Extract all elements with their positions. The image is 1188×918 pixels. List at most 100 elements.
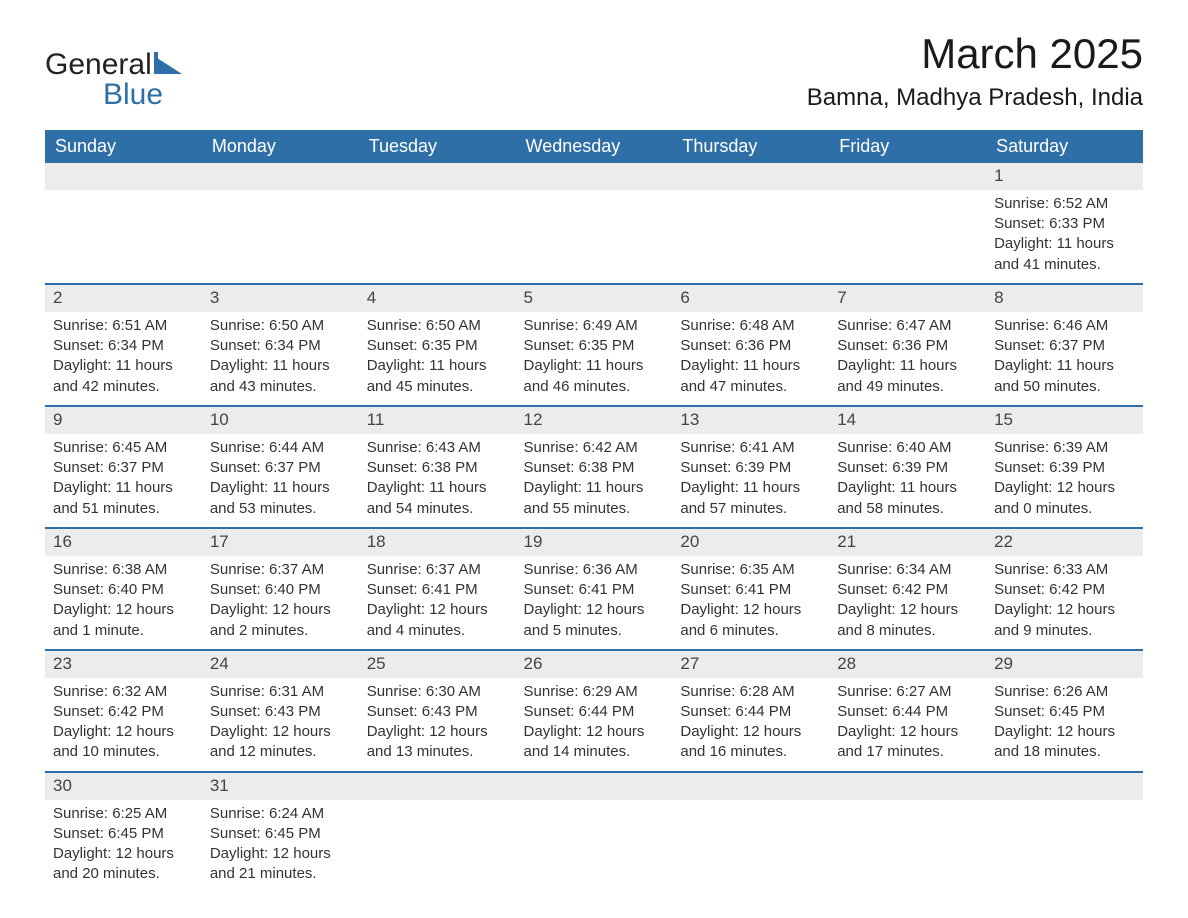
sunrise-text: Sunrise: 6:31 AM: [210, 682, 351, 702]
day-number-cell: [672, 163, 829, 190]
day-header: Thursday: [672, 130, 829, 163]
daylight-text-2: and 45 minutes.: [367, 377, 508, 397]
sunrise-text: Sunrise: 6:46 AM: [994, 316, 1135, 336]
daylight-text-2: and 8 minutes.: [837, 621, 978, 641]
day-header-row: Sunday Monday Tuesday Wednesday Thursday…: [45, 130, 1143, 163]
sunset-text: Sunset: 6:34 PM: [210, 336, 351, 356]
day-info-cell: Sunrise: 6:50 AMSunset: 6:34 PMDaylight:…: [202, 312, 359, 406]
day-number-cell: 5: [516, 284, 673, 312]
sunset-text: Sunset: 6:44 PM: [837, 702, 978, 722]
day-number-cell: 7: [829, 284, 986, 312]
day-number-cell: [516, 772, 673, 800]
daylight-text-2: and 4 minutes.: [367, 621, 508, 641]
sunrise-text: Sunrise: 6:40 AM: [837, 438, 978, 458]
week-info-row: Sunrise: 6:25 AMSunset: 6:45 PMDaylight:…: [45, 800, 1143, 893]
sunset-text: Sunset: 6:42 PM: [53, 702, 194, 722]
daylight-text-2: and 46 minutes.: [524, 377, 665, 397]
sunset-text: Sunset: 6:35 PM: [367, 336, 508, 356]
sunset-text: Sunset: 6:43 PM: [210, 702, 351, 722]
sunset-text: Sunset: 6:38 PM: [367, 458, 508, 478]
daylight-text-2: and 13 minutes.: [367, 742, 508, 762]
day-header: Friday: [829, 130, 986, 163]
daylight-text: Daylight: 11 hours: [524, 356, 665, 376]
daylight-text-2: and 9 minutes.: [994, 621, 1135, 641]
sunrise-text: Sunrise: 6:38 AM: [53, 560, 194, 580]
sunrise-text: Sunrise: 6:45 AM: [53, 438, 194, 458]
daylight-text-2: and 20 minutes.: [53, 864, 194, 884]
day-number-cell: 30: [45, 772, 202, 800]
day-info-cell: [829, 800, 986, 893]
sunset-text: Sunset: 6:37 PM: [53, 458, 194, 478]
day-number-cell: [202, 163, 359, 190]
sunrise-text: Sunrise: 6:29 AM: [524, 682, 665, 702]
day-info-cell: Sunrise: 6:42 AMSunset: 6:38 PMDaylight:…: [516, 434, 673, 528]
day-info-cell: Sunrise: 6:47 AMSunset: 6:36 PMDaylight:…: [829, 312, 986, 406]
sunrise-text: Sunrise: 6:34 AM: [837, 560, 978, 580]
daylight-text: Daylight: 12 hours: [53, 600, 194, 620]
day-number-cell: 9: [45, 406, 202, 434]
daylight-text-2: and 6 minutes.: [680, 621, 821, 641]
sunrise-text: Sunrise: 6:41 AM: [680, 438, 821, 458]
week-daynum-row: 16171819202122: [45, 528, 1143, 556]
day-number-cell: 25: [359, 650, 516, 678]
day-header: Wednesday: [516, 130, 673, 163]
day-number-cell: [359, 163, 516, 190]
day-header: Monday: [202, 130, 359, 163]
sunrise-text: Sunrise: 6:37 AM: [367, 560, 508, 580]
daylight-text: Daylight: 11 hours: [210, 478, 351, 498]
day-info-cell: Sunrise: 6:52 AMSunset: 6:33 PMDaylight:…: [986, 190, 1143, 284]
day-number-cell: 26: [516, 650, 673, 678]
daylight-text-2: and 21 minutes.: [210, 864, 351, 884]
sunset-text: Sunset: 6:34 PM: [53, 336, 194, 356]
daylight-text: Daylight: 12 hours: [524, 722, 665, 742]
daylight-text: Daylight: 12 hours: [837, 722, 978, 742]
day-info-cell: [45, 190, 202, 284]
day-number-cell: [986, 772, 1143, 800]
daylight-text-2: and 0 minutes.: [994, 499, 1135, 519]
sunrise-text: Sunrise: 6:48 AM: [680, 316, 821, 336]
day-number-cell: 1: [986, 163, 1143, 190]
sunset-text: Sunset: 6:43 PM: [367, 702, 508, 722]
sunrise-text: Sunrise: 6:50 AM: [210, 316, 351, 336]
sunrise-text: Sunrise: 6:32 AM: [53, 682, 194, 702]
daylight-text-2: and 1 minute.: [53, 621, 194, 641]
daylight-text: Daylight: 11 hours: [53, 478, 194, 498]
sunrise-text: Sunrise: 6:37 AM: [210, 560, 351, 580]
daylight-text-2: and 14 minutes.: [524, 742, 665, 762]
daylight-text: Daylight: 11 hours: [994, 234, 1135, 254]
day-number-cell: [45, 163, 202, 190]
day-number-cell: [359, 772, 516, 800]
day-number-cell: 23: [45, 650, 202, 678]
week-info-row: Sunrise: 6:52 AMSunset: 6:33 PMDaylight:…: [45, 190, 1143, 284]
day-header: Saturday: [986, 130, 1143, 163]
day-number-cell: 31: [202, 772, 359, 800]
daylight-text-2: and 16 minutes.: [680, 742, 821, 762]
calendar-table: Sunday Monday Tuesday Wednesday Thursday…: [45, 130, 1143, 893]
day-number-cell: 2: [45, 284, 202, 312]
week-info-row: Sunrise: 6:45 AMSunset: 6:37 PMDaylight:…: [45, 434, 1143, 528]
daylight-text-2: and 49 minutes.: [837, 377, 978, 397]
daylight-text: Daylight: 12 hours: [210, 722, 351, 742]
daylight-text-2: and 58 minutes.: [837, 499, 978, 519]
day-number-cell: 16: [45, 528, 202, 556]
week-info-row: Sunrise: 6:51 AMSunset: 6:34 PMDaylight:…: [45, 312, 1143, 406]
brand-text: General Blue: [45, 50, 182, 110]
day-info-cell: Sunrise: 6:24 AMSunset: 6:45 PMDaylight:…: [202, 800, 359, 893]
day-number-cell: 15: [986, 406, 1143, 434]
daylight-text-2: and 42 minutes.: [53, 377, 194, 397]
sunset-text: Sunset: 6:36 PM: [837, 336, 978, 356]
day-number-cell: [829, 772, 986, 800]
day-info-cell: Sunrise: 6:30 AMSunset: 6:43 PMDaylight:…: [359, 678, 516, 772]
day-number-cell: 20: [672, 528, 829, 556]
daylight-text-2: and 47 minutes.: [680, 377, 821, 397]
day-number-cell: [516, 163, 673, 190]
sunrise-text: Sunrise: 6:44 AM: [210, 438, 351, 458]
daylight-text: Daylight: 11 hours: [680, 478, 821, 498]
daylight-text: Daylight: 11 hours: [994, 356, 1135, 376]
week-daynum-row: 23242526272829: [45, 650, 1143, 678]
sunset-text: Sunset: 6:44 PM: [524, 702, 665, 722]
day-info-cell: Sunrise: 6:39 AMSunset: 6:39 PMDaylight:…: [986, 434, 1143, 528]
daylight-text: Daylight: 11 hours: [367, 356, 508, 376]
day-info-cell: Sunrise: 6:51 AMSunset: 6:34 PMDaylight:…: [45, 312, 202, 406]
day-number-cell: 28: [829, 650, 986, 678]
